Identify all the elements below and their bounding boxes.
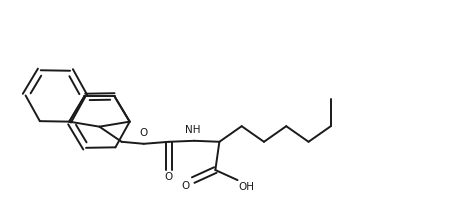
Text: O: O bbox=[165, 172, 173, 182]
Text: NH: NH bbox=[186, 125, 201, 135]
Text: O: O bbox=[140, 128, 148, 138]
Text: OH: OH bbox=[239, 182, 255, 192]
Text: O: O bbox=[181, 181, 189, 191]
